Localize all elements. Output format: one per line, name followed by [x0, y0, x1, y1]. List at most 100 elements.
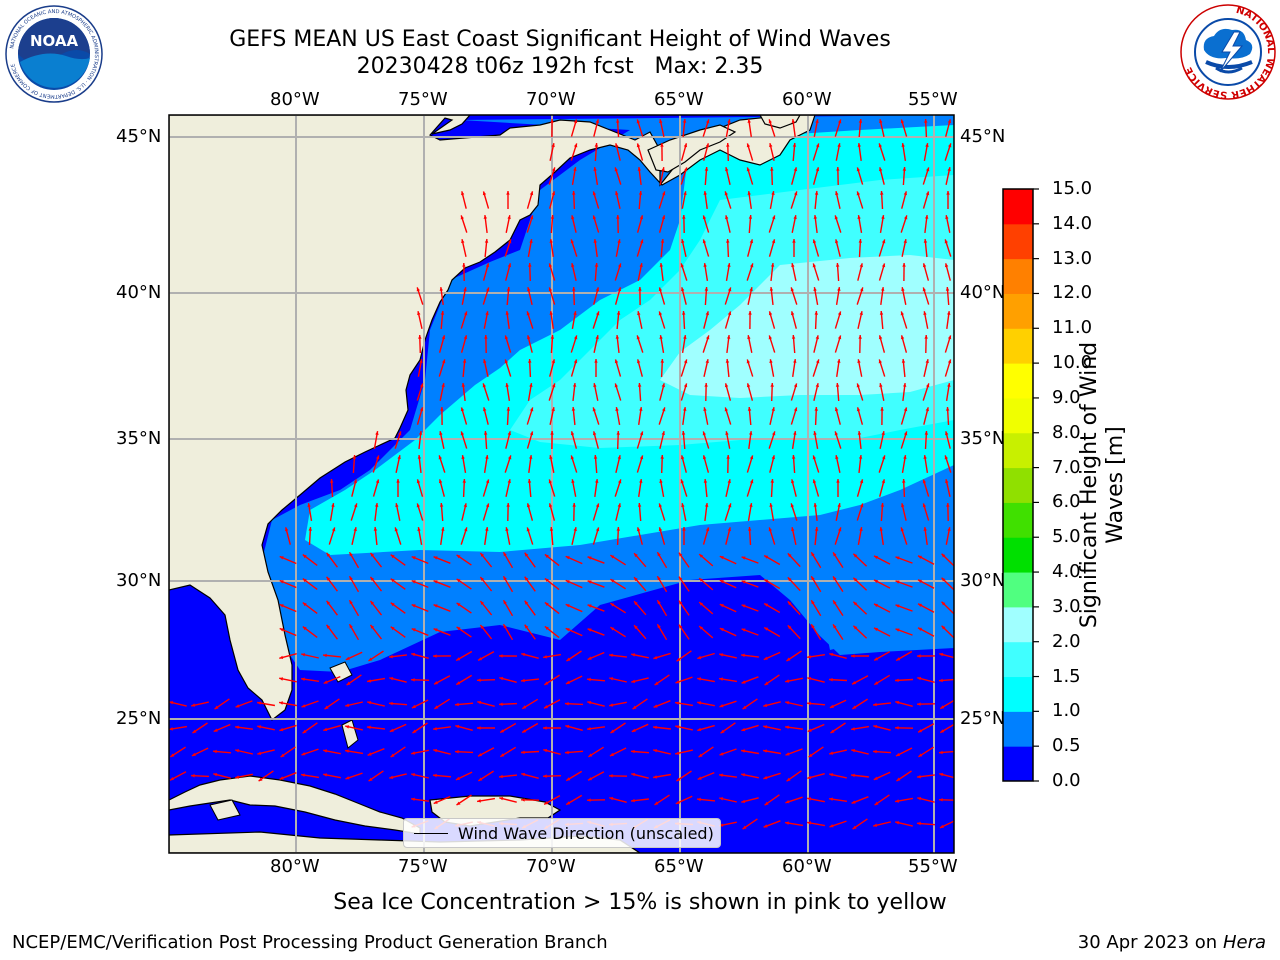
wave-arrow-head: [768, 119, 772, 124]
colorbar-tick-label: 1.0: [1052, 700, 1081, 722]
wave-arrow-head: [615, 335, 620, 339]
wave-arrow-head: [529, 407, 534, 412]
wave-arrow-head: [505, 383, 509, 387]
wave-arrow-head: [813, 215, 818, 219]
wave-arrow-head: [859, 263, 863, 268]
wave-arrow-head: [456, 578, 461, 583]
wave-arrow-head: [572, 287, 576, 291]
wave-arrow-head: [681, 239, 685, 244]
wave-arrow-head: [944, 263, 949, 268]
wave-arrow-head: [660, 239, 665, 243]
wave-arrow-head: [836, 479, 840, 483]
wave-arrow-head: [895, 556, 900, 560]
wave-arrow-head: [618, 263, 622, 268]
wave-arrow-head: [705, 359, 709, 364]
wave-arrow-head: [704, 503, 709, 507]
wave-arrow-head: [829, 653, 834, 657]
wave-arrow-head: [573, 119, 578, 124]
wave-arrow-head: [811, 576, 815, 581]
wave-arrow-head: [859, 311, 863, 316]
wave-arrow-head: [331, 503, 335, 507]
lat-tick-right: 40°N: [960, 282, 1006, 303]
wave-arrow-head: [302, 729, 307, 734]
wave-arrow-head: [857, 431, 862, 435]
wave-arrow-head: [235, 704, 240, 708]
wave-arrow-head: [702, 455, 707, 460]
wave-arrow-head: [791, 119, 795, 123]
wave-arrow-head: [345, 725, 350, 729]
wave-arrow-head: [812, 239, 817, 244]
wave-arrow-head: [485, 311, 489, 315]
wave-arrow-head: [610, 579, 615, 583]
wave-arrow-head: [895, 821, 900, 825]
colorbar-tick-label: 8.0: [1052, 421, 1081, 443]
wave-arrow-head: [376, 455, 380, 460]
colorbar-segment: [1003, 328, 1033, 364]
wave-arrow-head: [851, 749, 856, 753]
wave-arrow-head: [719, 677, 723, 681]
wave-arrow-head: [279, 776, 284, 780]
wave-arrow-head: [768, 311, 773, 316]
wave-arrow-head: [485, 479, 490, 484]
wave-arrow-head: [790, 311, 795, 316]
wave-arrow-head: [301, 677, 305, 681]
wave-arrow-head: [631, 653, 636, 657]
date-text: 30 Apr 2023 on: [1077, 932, 1223, 953]
wave-arrow-head: [705, 527, 710, 532]
wave-arrow-head: [925, 359, 929, 364]
wave-arrow-head: [678, 576, 683, 581]
wave-arrow-head: [785, 725, 789, 729]
wave-arrow-head: [816, 359, 820, 364]
wave-arrow-head: [683, 335, 687, 339]
wave-arrow-head: [746, 167, 751, 172]
wave-arrow-head: [279, 655, 284, 659]
wave-arrow-head: [873, 776, 878, 780]
lat-tick-left: 45°N: [116, 126, 162, 147]
wave-arrow-head: [702, 239, 707, 244]
wave-arrow-head: [903, 191, 907, 196]
wave-arrow-head: [901, 359, 906, 363]
lon-tick-bottom: 65°W: [654, 856, 704, 877]
wave-arrow-head: [480, 577, 484, 581]
wave-arrow-head: [946, 191, 950, 195]
wave-arrow-head: [675, 725, 680, 729]
wave-arrow-head: [922, 503, 927, 508]
wave-arrow-head: [676, 777, 681, 781]
wave-arrow-head: [793, 407, 798, 412]
wave-arrow-head: [838, 119, 842, 124]
wave-arrow-head: [617, 503, 621, 508]
wave-arrow-head: [461, 383, 466, 387]
wave-arrow-head: [617, 239, 621, 243]
wave-arrow-head: [354, 503, 358, 508]
wave-arrow-head: [947, 311, 951, 315]
wave-arrow-head: [873, 749, 877, 754]
wave-arrow-head: [521, 772, 526, 777]
wave-arrow-head: [503, 552, 507, 557]
wave-arrow-head: [367, 701, 372, 705]
wave-arrow-head: [279, 604, 284, 608]
wave-arrow-head: [521, 798, 525, 802]
wave-arrow-head: [279, 580, 284, 584]
wave-arrow-head: [416, 287, 420, 292]
wave-arrow-head: [544, 554, 549, 558]
wave-arrow-head: [411, 704, 416, 708]
wave-arrow-head: [763, 703, 768, 707]
wave-arrow-head: [681, 431, 686, 435]
wave-arrow-head: [794, 191, 798, 196]
wave-arrow-head: [793, 359, 797, 363]
wave-arrow-head: [771, 191, 775, 195]
wave-arrow-head: [792, 239, 796, 243]
wave-arrow-head: [595, 527, 600, 532]
wave-arrow-head: [659, 479, 663, 483]
wave-arrow-head: [571, 407, 576, 411]
wave-arrow-head: [505, 527, 509, 531]
wave-arrow-head: [521, 750, 525, 754]
colorbar-tick-label: 3.0: [1052, 595, 1081, 617]
wave-arrow-head: [660, 455, 664, 459]
machine-name: Hera: [1222, 932, 1266, 953]
wave-arrow-head: [873, 702, 877, 707]
lat-tick-right: 25°N: [960, 708, 1006, 729]
wave-arrow-head: [704, 383, 708, 387]
wave-arrow-head: [742, 825, 747, 830]
